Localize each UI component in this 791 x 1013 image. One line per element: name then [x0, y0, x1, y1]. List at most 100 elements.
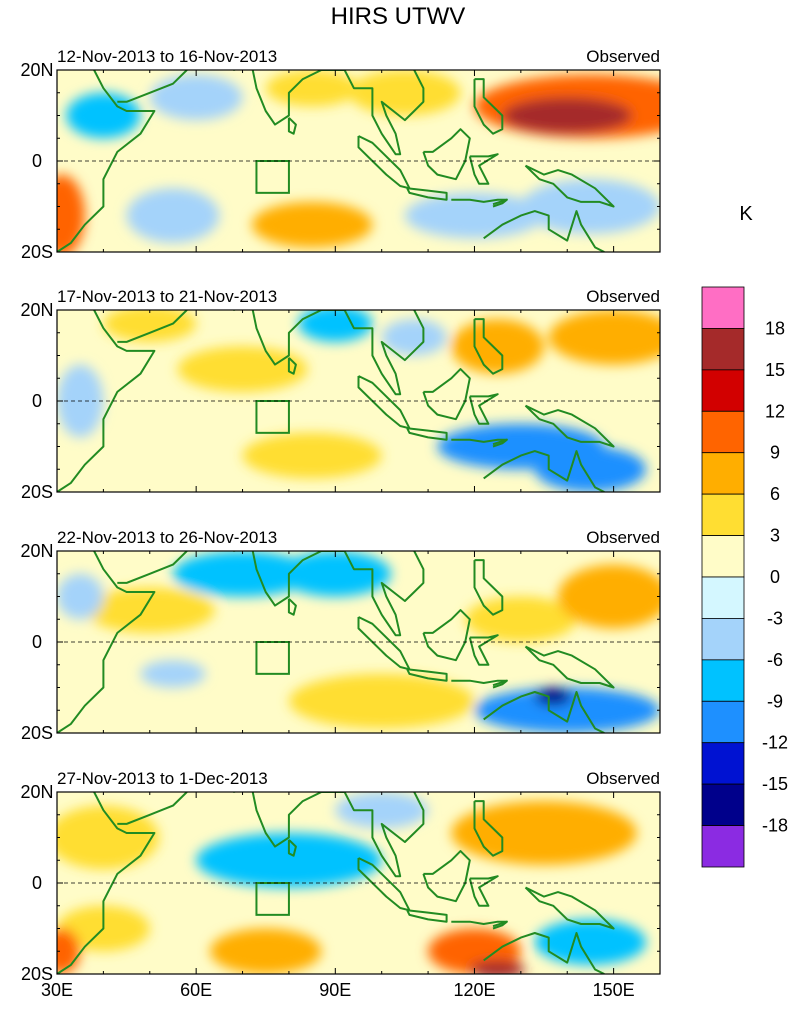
colorbar-swatch — [701, 410, 745, 454]
study-box — [255, 882, 290, 916]
coastline — [287, 598, 297, 616]
colorbar-unit: K — [739, 203, 753, 225]
colorbar-swatch — [701, 783, 745, 826]
anomaly-feature — [502, 97, 633, 134]
coastline — [451, 438, 507, 443]
panel-1-field — [57, 70, 660, 252]
coastline — [357, 375, 411, 430]
panel-period: 22-Nov-2013 to 26-Nov-2013 — [57, 528, 277, 547]
anomaly-feature — [279, 551, 391, 597]
coastline — [321, 551, 425, 637]
x-tick-label: 120E — [453, 980, 495, 1000]
coastline — [473, 800, 504, 857]
y-tick-label: 20S — [21, 964, 53, 984]
anomaly-feature — [172, 551, 313, 597]
coastlines — [57, 551, 615, 733]
panel-3: 20N 0 20S 22-Nov-2013 to 26-Nov-2013 Observe… — [20, 528, 661, 743]
panel-2: 20N 0 20S 17-Nov-2013 to 21-Nov-2013 Observe… — [20, 287, 661, 502]
panel-4: 20N 0 20S 27-Nov-2013 to 1-Dec-2013 Observed — [20, 769, 661, 984]
colorbar-level-label: 3 — [770, 526, 780, 546]
anomaly-blobs — [57, 70, 660, 252]
coastline — [483, 691, 605, 733]
colorbar-level-label: -18 — [762, 816, 788, 836]
coastline — [117, 70, 188, 103]
anomaly-feature — [465, 596, 577, 642]
panel-3-field — [57, 551, 660, 733]
coastline — [422, 850, 471, 903]
coastline — [321, 310, 425, 396]
ticks — [56, 309, 661, 493]
colorbar-level-label: 18 — [765, 318, 785, 338]
coastline — [117, 310, 188, 343]
coastline — [406, 909, 448, 923]
figure-title: HIRS UTWV — [331, 3, 466, 30]
anomaly-feature — [469, 960, 526, 974]
coastline — [473, 318, 504, 375]
colorbar-level-label: 6 — [770, 484, 780, 504]
anomaly-feature — [451, 801, 637, 865]
colorbar-swatch — [701, 493, 745, 536]
ticks — [56, 550, 661, 734]
y-tick-label: 20N — [20, 60, 53, 80]
anomaly-blobs — [57, 310, 660, 492]
anomaly-feature — [126, 188, 220, 243]
x-tick-label: 150E — [593, 980, 635, 1000]
colorbar-level-label: -12 — [762, 733, 788, 753]
anomaly-feature — [57, 805, 160, 870]
coastline — [524, 645, 615, 689]
coastline — [357, 616, 411, 671]
coastline — [117, 792, 188, 825]
coastline — [473, 78, 504, 135]
anomaly-feature — [557, 564, 660, 629]
panel-1: 20N 0 20S 12-Nov-2013 to 16-Nov-2013 Observe… — [20, 47, 661, 262]
coastline — [57, 70, 156, 252]
anomaly-feature — [84, 587, 215, 633]
coastline — [357, 135, 411, 190]
anomaly-feature — [381, 319, 447, 356]
colorbar: 18 15 12 9 6 3 0 -3 -6 -9 -12 -15 -18 — [701, 286, 788, 868]
anomaly-feature — [474, 687, 660, 733]
panel-2-field — [57, 310, 660, 492]
y-tick-label: 0 — [32, 632, 42, 652]
y-tick-label: 20N — [20, 541, 53, 561]
coastline — [524, 404, 615, 448]
colorbar-swatch — [701, 618, 745, 661]
coastline — [57, 792, 156, 974]
panel-tag: Observed — [586, 528, 660, 547]
x-tick-label: 90E — [319, 980, 351, 1000]
anomaly-feature — [251, 201, 373, 248]
anomaly-feature — [520, 179, 660, 234]
coastline — [57, 310, 156, 492]
colorbar-level-label: -9 — [767, 691, 783, 711]
study-box — [255, 641, 290, 675]
study-box — [255, 400, 290, 434]
colorbar-swatch — [701, 535, 745, 578]
panel-tag: Observed — [586, 769, 660, 788]
y-tick-label: 20S — [21, 242, 53, 262]
coastline — [468, 153, 499, 185]
anomaly-feature — [57, 573, 104, 620]
anomaly-feature — [288, 673, 475, 729]
colorbar-swatch — [701, 576, 745, 619]
coastline — [492, 198, 508, 208]
colorbar-swatch — [701, 659, 745, 702]
panel-period: 17-Nov-2013 to 21-Nov-2013 — [57, 287, 277, 306]
panel-tag: Observed — [586, 287, 660, 306]
coastline — [483, 210, 605, 252]
colorbar-swatch — [701, 369, 745, 412]
x-tick-label: 30E — [41, 980, 73, 1000]
coastline — [57, 551, 156, 733]
colorbar-swatch — [701, 452, 745, 495]
coastline — [233, 70, 322, 126]
anomaly-feature — [534, 446, 647, 492]
coastline — [406, 668, 448, 682]
coastline — [233, 310, 322, 366]
coastlines — [57, 792, 615, 974]
coastline — [473, 559, 504, 616]
coastline — [287, 839, 297, 857]
anomaly-feature — [451, 319, 545, 374]
coastline — [233, 792, 322, 848]
y-tick-label: 20N — [20, 782, 53, 802]
anomaly-feature — [534, 919, 647, 965]
